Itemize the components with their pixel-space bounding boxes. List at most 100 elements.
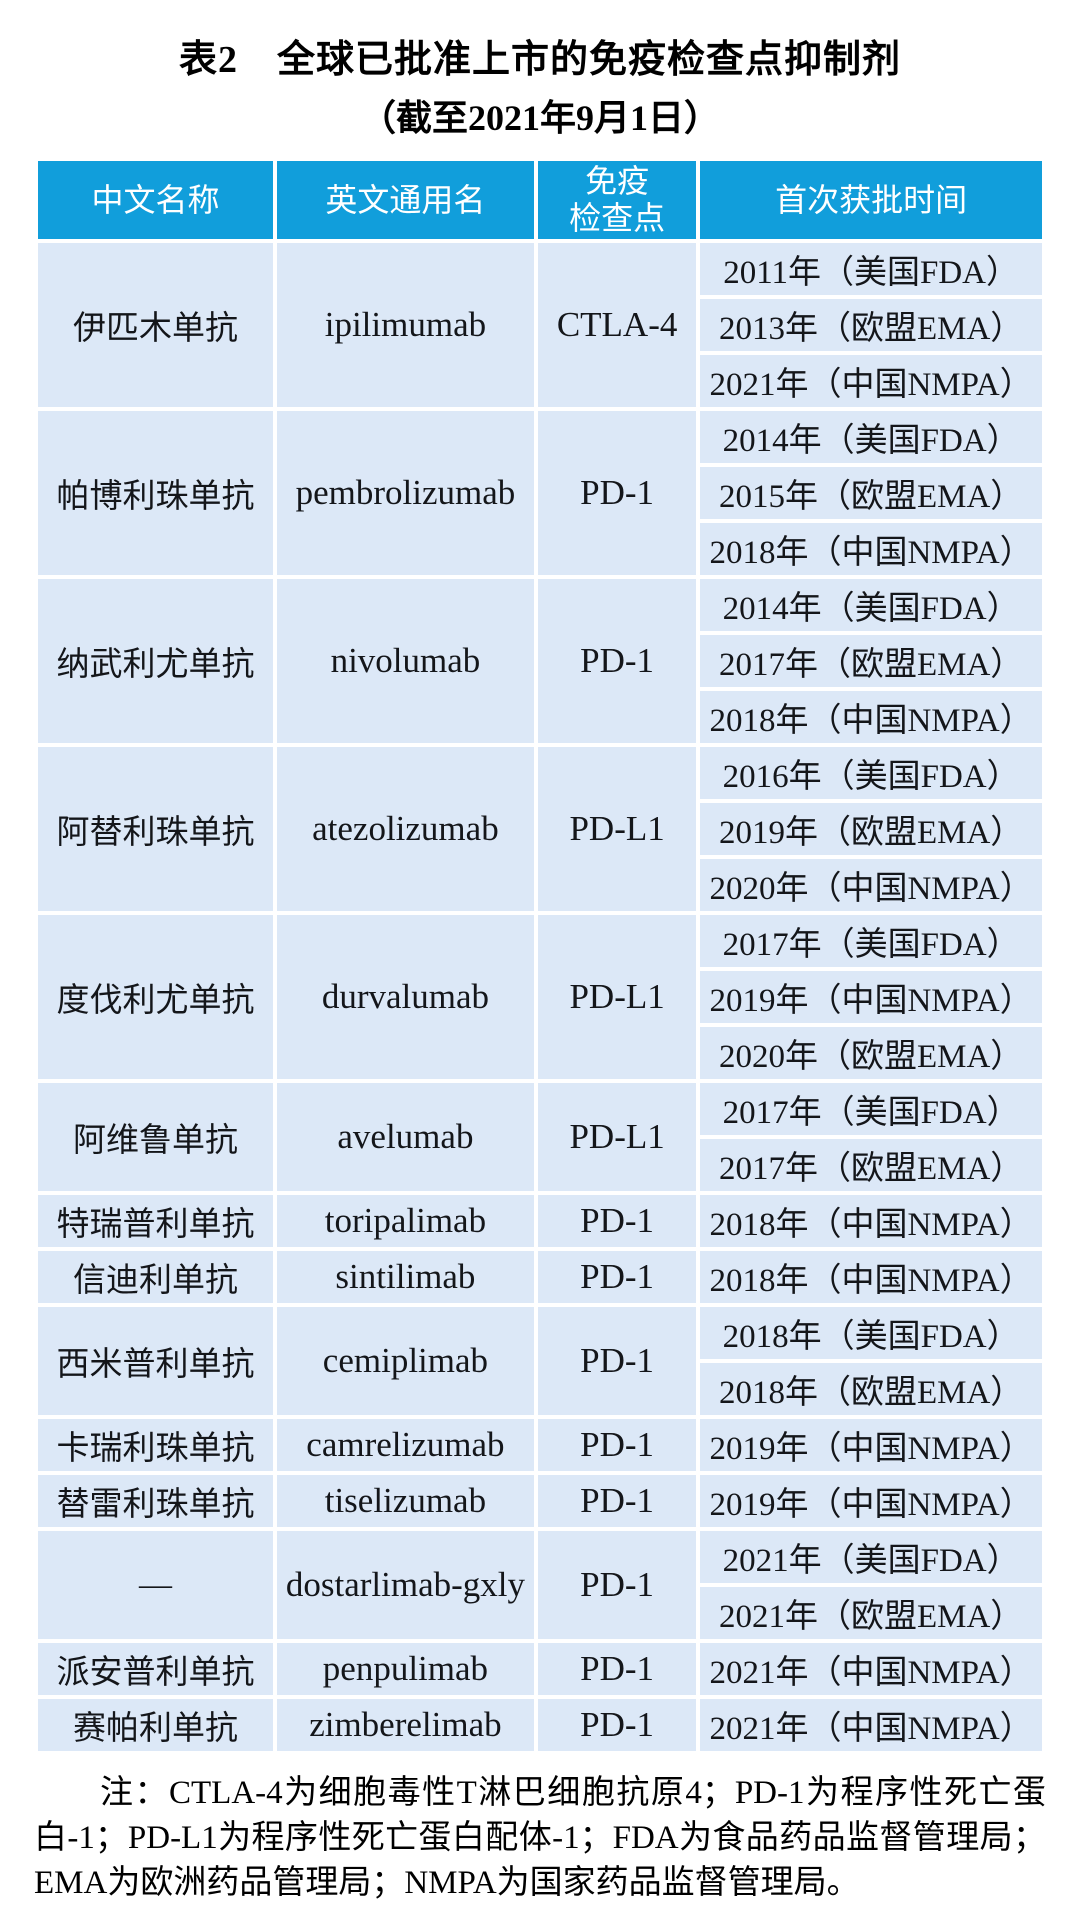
table-row: 赛帕利单抗 zimberelimab PD-1 2021年（中国NMPA） (34, 1695, 1046, 1755)
header-row: 中文名称 英文通用名 免疫 检查点 首次获批时间 (34, 157, 1046, 243)
table-row: 替雷利珠单抗 tiselizumab PD-1 2019年（中国NMPA） (34, 1471, 1046, 1531)
cell-chinese-name: 帕博利珠单抗 (34, 407, 277, 579)
cell-chinese-name: 特瑞普利单抗 (34, 1191, 277, 1251)
cell-approval-date: 2018年（中国NMPA） (696, 1247, 1046, 1307)
cell-approval-date: 2015年（欧盟EMA） (696, 463, 1046, 523)
table-row: 卡瑞利珠单抗 camrelizumab PD-1 2019年（中国NMPA） (34, 1415, 1046, 1475)
column-header-english-name: 英文通用名 (272, 157, 538, 243)
table-body: 伊匹木单抗 ipilimumab CTLA-4 2011年（美国FDA） 2013年（欧… (34, 239, 1046, 1755)
cell-english-name: sintilimab (272, 1247, 538, 1307)
cell-approval-date: 2016年（美国FDA） (696, 743, 1046, 803)
cell-chinese-name: 纳武利尤单抗 (34, 575, 277, 747)
table-row: 2021年（欧盟EMA） (36, 1583, 1046, 1643)
cell-approval-date: 2017年（欧盟EMA） (696, 631, 1046, 691)
cell-checkpoint: PD-1 (533, 1191, 701, 1251)
cell-checkpoint: PD-1 (533, 575, 701, 747)
column-header-first-approval: 首次获批时间 (696, 157, 1046, 243)
table-row: 2018年（欧盟EMA） (36, 1359, 1046, 1419)
cell-approval-date: 2018年（中国NMPA） (696, 687, 1046, 747)
cell-approval-date: 2021年（中国NMPA） (696, 1639, 1046, 1699)
cell-chinese-name: 替雷利珠单抗 (34, 1471, 277, 1531)
cell-english-name: avelumab (272, 1079, 538, 1195)
cell-checkpoint: PD-1 (533, 1247, 701, 1307)
cell-english-name: durvalumab (272, 911, 538, 1083)
cell-checkpoint: CTLA-4 (533, 239, 701, 411)
table-row: 阿维鲁单抗 avelumab PD-L1 2017年（美国FDA） (34, 1079, 1046, 1195)
cell-approval-date: 2019年（欧盟EMA） (696, 799, 1046, 859)
cell-english-name: ipilimumab (272, 239, 538, 411)
table-row: 2021年（中国NMPA） (36, 351, 1046, 411)
cell-english-name: zimberelimab (272, 1695, 538, 1755)
table-row: 帕博利珠单抗 pembrolizumab PD-1 2014年（美国FDA） (34, 407, 1046, 579)
column-header-chinese-name: 中文名称 (34, 157, 277, 243)
cell-approval-date: 2017年（美国FDA） (696, 911, 1046, 971)
cell-approval-date: 2014年（美国FDA） (696, 407, 1046, 467)
cell-chinese-name: 赛帕利单抗 (34, 1695, 277, 1755)
cell-approval-date: 2019年（中国NMPA） (696, 1471, 1046, 1531)
cell-approval-date: 2019年（中国NMPA） (696, 1415, 1046, 1475)
cell-chinese-name: — (34, 1527, 277, 1643)
cell-chinese-name: 信迪利单抗 (34, 1247, 277, 1307)
cell-chinese-name: 阿替利珠单抗 (34, 743, 277, 915)
cell-approval-date: 2011年（美国FDA） (696, 239, 1046, 299)
cell-approval-date: 2020年（中国NMPA） (696, 855, 1046, 915)
cell-approval-date: 2020年（欧盟EMA） (696, 1023, 1046, 1083)
cell-approval-date: 2018年（欧盟EMA） (696, 1359, 1046, 1419)
cell-chinese-name: 伊匹木单抗 (34, 239, 277, 411)
table-row: 信迪利单抗 sintilimab PD-1 2018年（中国NMPA） (34, 1247, 1046, 1307)
cell-approval-date: 2018年（美国FDA） (696, 1303, 1046, 1363)
approved-inhibitors-table: 中文名称 英文通用名 免疫 检查点 首次获批时间 伊匹木单抗 ipilimumab… (34, 157, 1046, 1755)
cell-approval-date: 2014年（美国FDA） (696, 575, 1046, 635)
table-row: 2017年（欧盟EMA） (36, 1135, 1046, 1195)
cell-chinese-name: 阿维鲁单抗 (34, 1079, 277, 1195)
cell-approval-date: 2018年（中国NMPA） (696, 1191, 1046, 1251)
cell-approval-date: 2021年（中国NMPA） (696, 1695, 1046, 1755)
cell-checkpoint: PD-1 (533, 1695, 701, 1755)
cell-approval-date: 2021年（欧盟EMA） (696, 1583, 1046, 1643)
column-header-checkpoint: 免疫 检查点 (533, 157, 701, 243)
table-footnote: 注：CTLA-4为细胞毒性T淋巴细胞抗原4；PD-1为程序性死亡蛋白-1；PD-… (34, 1775, 1046, 1901)
cell-approval-date: 2021年（中国NMPA） (696, 351, 1046, 411)
table-row: 2020年（欧盟EMA） (36, 1023, 1046, 1083)
cell-english-name: camrelizumab (272, 1415, 538, 1475)
cell-chinese-name: 派安普利单抗 (34, 1639, 277, 1699)
cell-english-name: tiselizumab (272, 1471, 538, 1531)
cell-checkpoint: PD-1 (533, 1639, 701, 1699)
cell-checkpoint: PD-1 (533, 407, 701, 579)
table-row: 2018年（中国NMPA） (36, 687, 1046, 747)
cell-english-name: dostarlimab-gxly (272, 1527, 538, 1643)
table-row: 阿替利珠单抗 atezolizumab PD-L1 2016年（美国FDA） (34, 743, 1046, 915)
cell-approval-date: 2017年（美国FDA） (696, 1079, 1046, 1139)
table-row: 2015年（欧盟EMA） (36, 463, 1046, 523)
table-subtitle: （截至2021年9月1日） (359, 98, 720, 138)
table-row: 特瑞普利单抗 toripalimab PD-1 2018年（中国NMPA） (34, 1191, 1046, 1251)
table-row: 2013年（欧盟EMA） (36, 295, 1046, 355)
table-row: 2018年（中国NMPA） (36, 519, 1046, 579)
cell-english-name: penpulimab (272, 1639, 538, 1699)
table-row: 2017年（欧盟EMA） (36, 631, 1046, 691)
cell-approval-date: 2019年（中国NMPA） (696, 967, 1046, 1027)
cell-checkpoint: PD-1 (533, 1471, 701, 1531)
cell-checkpoint: PD-L1 (533, 911, 701, 1083)
table-row: — dostarlimab-gxly PD-1 2021年（美国FDA） (34, 1527, 1046, 1643)
table-header: 中文名称 英文通用名 免疫 检查点 首次获批时间 (34, 157, 1046, 243)
table-row: 2019年（欧盟EMA） (36, 799, 1046, 859)
cell-checkpoint: PD-1 (533, 1415, 701, 1475)
table-row: 派安普利单抗 penpulimab PD-1 2021年（中国NMPA） (34, 1639, 1046, 1699)
table-row: 伊匹木单抗 ipilimumab CTLA-4 2011年（美国FDA） (34, 239, 1046, 411)
cell-chinese-name: 度伐利尤单抗 (34, 911, 277, 1083)
table-title: 表2 全球已批准上市的免疫检查点抑制剂 (178, 39, 901, 81)
table-row: 度伐利尤单抗 durvalumab PD-L1 2017年（美国FDA） (34, 911, 1046, 1083)
cell-english-name: cemiplimab (272, 1303, 538, 1419)
cell-chinese-name: 西米普利单抗 (34, 1303, 277, 1419)
table-row: 2020年（中国NMPA） (36, 855, 1046, 915)
cell-chinese-name: 卡瑞利珠单抗 (34, 1415, 277, 1475)
cell-english-name: atezolizumab (272, 743, 538, 915)
table-row: 纳武利尤单抗 nivolumab PD-1 2014年（美国FDA） (34, 575, 1046, 747)
cell-approval-date: 2013年（欧盟EMA） (696, 295, 1046, 355)
table-row: 2019年（中国NMPA） (36, 967, 1046, 1027)
cell-checkpoint: PD-L1 (533, 1079, 701, 1195)
cell-english-name: toripalimab (272, 1191, 538, 1251)
cell-approval-date: 2018年（中国NMPA） (696, 519, 1046, 579)
